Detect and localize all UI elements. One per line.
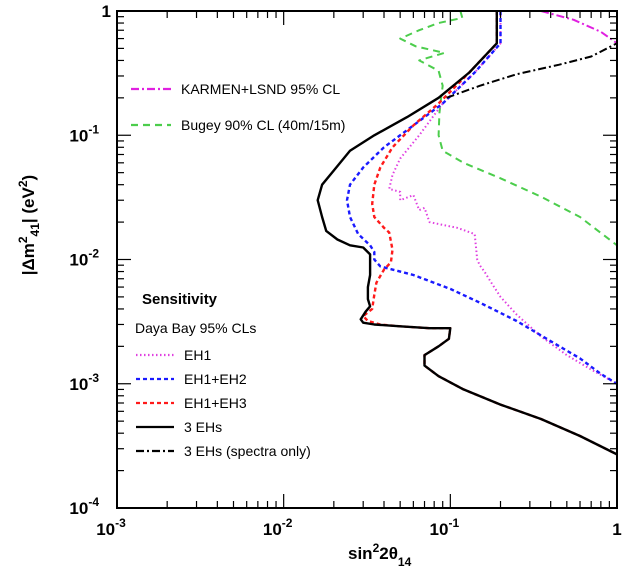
series-line-5 [316, 11, 617, 456]
tick-label: 10-2 [263, 516, 293, 539]
legend-title: Sensitivity [142, 291, 218, 308]
series-line-4 [362, 11, 617, 456]
tick-label: 10-3 [96, 516, 126, 539]
legend-label: Bugey 90% CL (40m/15m) [181, 117, 345, 133]
axis-ticks [116, 11, 617, 509]
legend-label: EH1 [184, 347, 211, 363]
tick-label: 10-3 [69, 371, 99, 394]
tick-label: 10-1 [430, 516, 460, 539]
legend-label: 3 EHs [184, 419, 222, 435]
x-axis-title-main: sin22θ14 [348, 541, 412, 569]
tick-label: 10-1 [69, 122, 99, 145]
series-line-1 [399, 11, 617, 247]
series-line-0 [540, 11, 617, 45]
plot-lines [316, 11, 617, 456]
legend-label: KARMEN+LSND 95% CL [181, 81, 340, 97]
tick-label: 10-4 [69, 495, 99, 518]
tick-label: 10-2 [69, 247, 99, 270]
legend-label: EH1+EH2 [184, 371, 247, 387]
legend-subtitle: Daya Bay 95% CLs [135, 320, 256, 336]
tick-label: 1 [102, 2, 111, 21]
legend-bottom: Sensitivity Daya Bay 95% CLs EH1 EH1+EH2 EH1… [135, 291, 311, 459]
y-axis-title: |Δm241| (eV2) [16, 175, 42, 275]
tick-label: 1 [612, 520, 621, 539]
legend-label: 3 EHs (spectra only) [184, 443, 311, 459]
x-axis-title: sin22θ14 [348, 541, 412, 569]
legend-label: EH1+EH3 [184, 395, 247, 411]
axis-tick-labels: 10-3 10-2 10-1 110-410-310-210-11 [69, 2, 621, 539]
series-line-2 [388, 11, 617, 385]
svg-text:|Δm241| (eV2): |Δm241| (eV2) [16, 175, 42, 275]
legend-top: KARMEN+LSND 95% CL Bugey 90% CL (40m/15m) [131, 81, 345, 133]
series-line-3 [345, 11, 617, 385]
series-line-6 [446, 42, 617, 99]
